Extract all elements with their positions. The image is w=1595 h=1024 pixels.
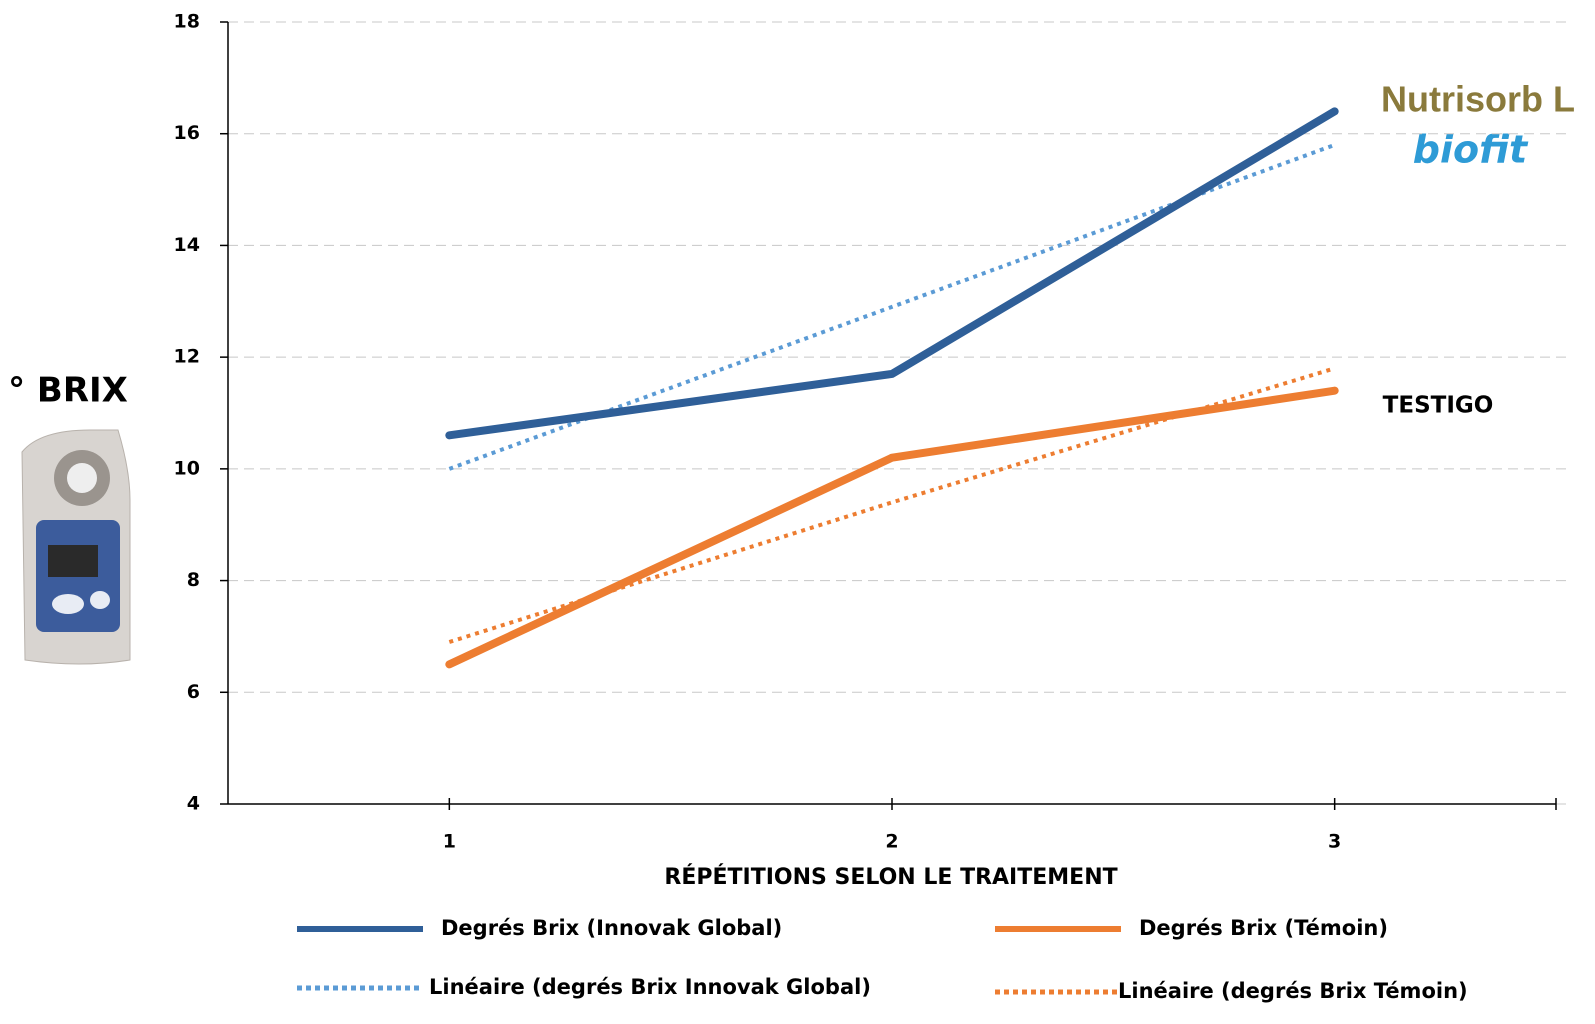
logo-text: Nutrisorb L	[1381, 79, 1575, 120]
device-lens-inner	[67, 463, 97, 493]
x-tick-label: 1	[443, 831, 456, 853]
x-tick-label: 3	[1328, 831, 1341, 853]
y-tick-label: 14	[174, 234, 200, 256]
series-line	[449, 391, 1334, 665]
y-tick-label: 16	[174, 122, 200, 144]
y-tick-label: 6	[187, 681, 200, 703]
x-tick-label: 2	[885, 831, 898, 853]
legend-label: Degrés Brix (Témoin)	[1139, 916, 1388, 940]
chart: ° BRIX RÉPÉTITIONS SELON LE TRAITEMENT T…	[0, 0, 1595, 1024]
device-screen	[48, 545, 98, 577]
y-tick-label: 10	[174, 457, 200, 479]
legend-label: Degrés Brix (Innovak Global)	[441, 916, 782, 940]
y-tick-label: 18	[174, 11, 200, 33]
device-button	[90, 591, 110, 609]
legend-label: Linéaire (degrés Brix Témoin)	[1118, 979, 1468, 1003]
y-axis-label: ° BRIX	[8, 371, 128, 411]
refractometer-illustration	[22, 430, 130, 664]
annotation: TESTIGO	[1383, 393, 1494, 419]
series-line	[449, 111, 1334, 435]
device-button	[52, 594, 84, 614]
y-tick-label: 8	[187, 569, 200, 591]
x-axis-label: RÉPÉTITIONS SELON LE TRAITEMENT	[664, 864, 1117, 890]
legend-label: Linéaire (degrés Brix Innovak Global)	[429, 975, 871, 999]
y-tick-label: 12	[174, 346, 200, 368]
y-tick-label: 4	[187, 793, 200, 815]
